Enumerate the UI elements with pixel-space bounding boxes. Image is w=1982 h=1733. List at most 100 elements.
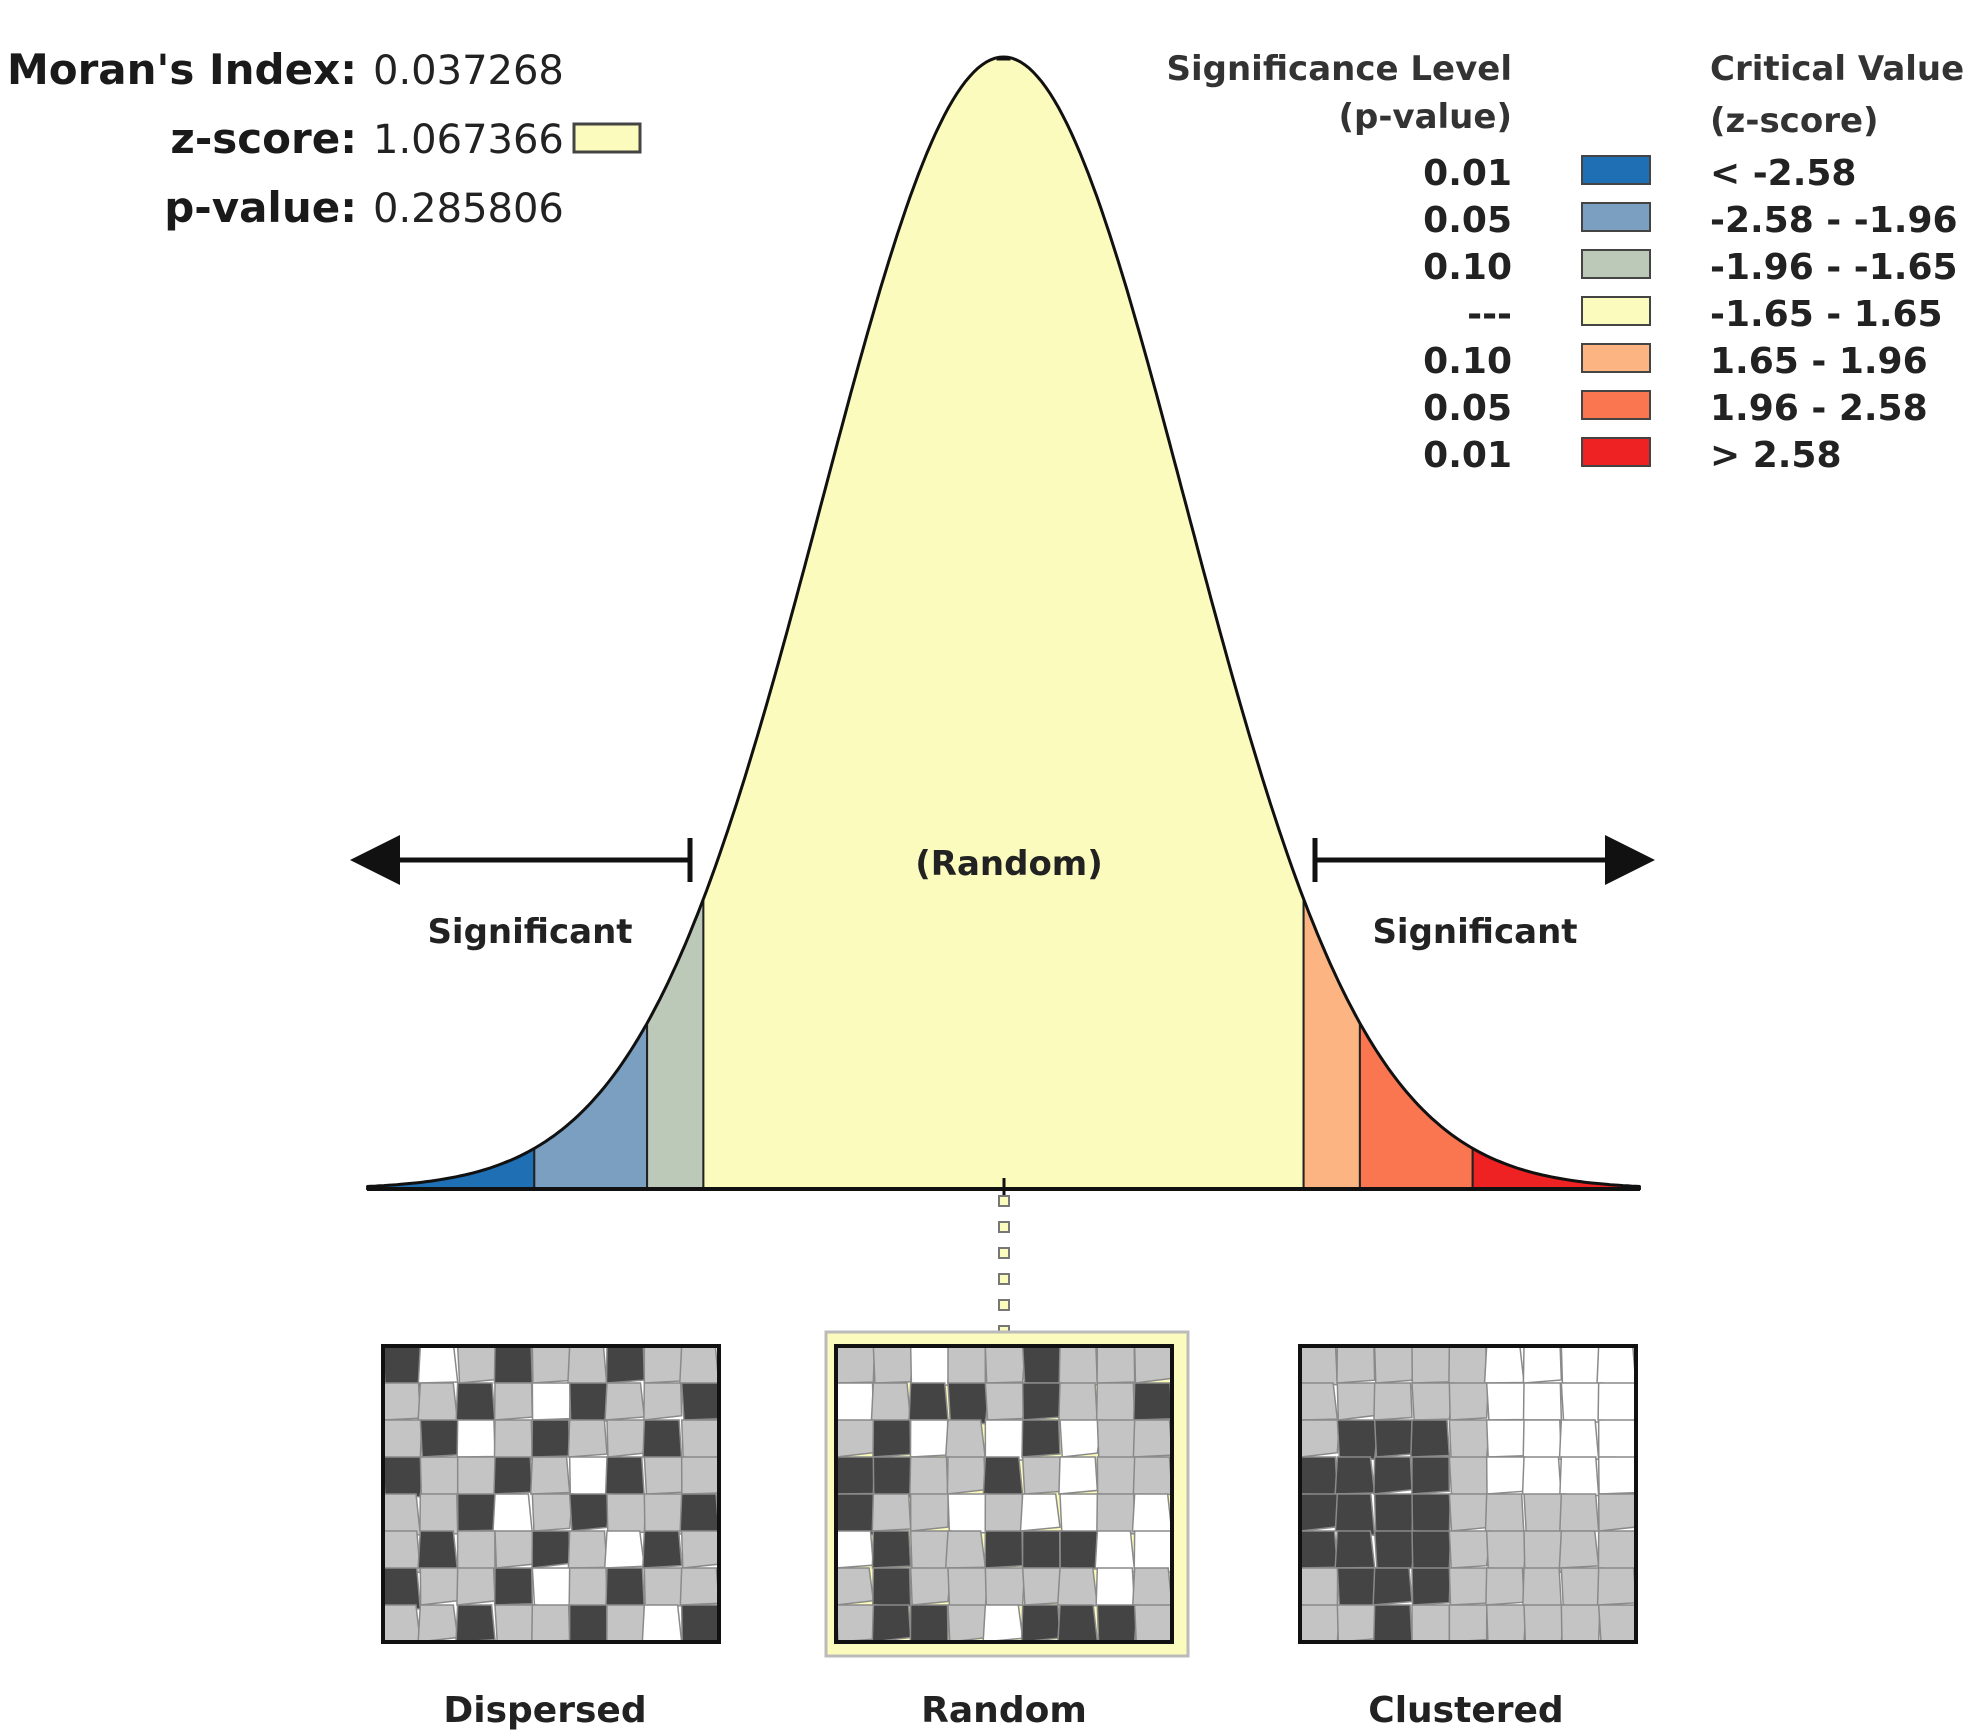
legend-zscore-range: > 2.58 <box>1710 435 1842 476</box>
map-region <box>872 1345 915 1384</box>
map-region <box>1096 1345 1136 1384</box>
panel-label: Random <box>921 1690 1087 1731</box>
map-region <box>531 1345 572 1384</box>
map-region <box>643 1382 683 1421</box>
map-region <box>947 1382 991 1425</box>
map-region <box>1597 1382 1637 1423</box>
map-region <box>643 1456 687 1495</box>
map-region <box>1336 1345 1376 1384</box>
map-region <box>455 1604 496 1643</box>
map-region <box>835 1530 875 1569</box>
legend-swatch <box>1581 202 1651 232</box>
map-region <box>531 1530 571 1569</box>
map-region <box>492 1493 534 1535</box>
map-region <box>1058 1382 1099 1425</box>
map-region <box>1133 1530 1173 1574</box>
map-region <box>1058 1345 1099 1386</box>
map-region <box>1560 1345 1602 1386</box>
map-region <box>643 1567 685 1607</box>
panel-label: Clustered <box>1368 1690 1563 1731</box>
map-region <box>944 1419 987 1460</box>
map-region <box>680 1419 720 1462</box>
map-region <box>982 1456 1024 1497</box>
map-region <box>680 1530 720 1569</box>
map-region <box>1597 1604 1637 1643</box>
map-region <box>531 1567 575 1608</box>
map-region <box>419 1456 461 1496</box>
map-region <box>1336 1382 1378 1421</box>
map-region <box>1372 1567 1413 1606</box>
map-region <box>641 1604 683 1643</box>
map-region <box>947 1493 989 1534</box>
map-region <box>835 1456 876 1495</box>
map-region <box>1131 1493 1173 1535</box>
map-region <box>1523 1604 1565 1643</box>
map-region <box>1448 1530 1492 1569</box>
map-region <box>1522 1382 1563 1421</box>
map-region <box>909 1604 949 1643</box>
z-score-label: z-score: <box>170 114 357 163</box>
map-region <box>1448 1419 1491 1460</box>
legend-swatch <box>1581 155 1651 185</box>
map-region <box>1334 1493 1376 1537</box>
map-region <box>456 1493 497 1532</box>
curve-outline <box>366 55 1641 1188</box>
map-region <box>909 1530 952 1570</box>
map-region <box>419 1419 463 1458</box>
map-region <box>1596 1567 1637 1606</box>
map-region <box>1373 1382 1413 1421</box>
map-region <box>456 1530 496 1572</box>
map-region <box>643 1493 684 1535</box>
map-frame <box>381 1344 721 1644</box>
map-region <box>417 1345 459 1384</box>
map-region <box>1411 1493 1452 1537</box>
panel-label: Dispersed <box>443 1690 646 1731</box>
map-region <box>1485 1604 1528 1643</box>
map-region <box>1299 1567 1339 1608</box>
legend-zscore-range: -1.65 - 1.65 <box>1710 294 1943 335</box>
map-region <box>1299 1345 1339 1386</box>
map-region <box>1058 1456 1099 1495</box>
legend-zscore-range: 1.96 - 2.58 <box>1710 388 1928 429</box>
map-region <box>1411 1604 1451 1643</box>
map-region <box>1373 1419 1417 1458</box>
pattern-panels: Dispersed Random Clustered <box>381 1330 1638 1731</box>
map-region <box>1373 1493 1415 1535</box>
map-region <box>1484 1493 1525 1536</box>
map-region <box>679 1493 720 1535</box>
curve-region <box>366 1146 536 1190</box>
map-region <box>1373 1456 1413 1495</box>
map-region <box>606 1604 646 1643</box>
map-region <box>1522 1567 1563 1610</box>
map-region <box>1559 1456 1600 1497</box>
legend-swatch <box>1581 249 1651 279</box>
map-region <box>984 1567 1026 1606</box>
map-region <box>419 1567 460 1606</box>
map-region <box>382 1419 423 1459</box>
map-region <box>947 1345 987 1388</box>
map-region <box>494 1604 538 1643</box>
right-significant-label: Significant <box>1372 912 1577 952</box>
pointer-dot <box>998 1247 1010 1259</box>
morans-index-label: Moran's Index: <box>7 45 357 94</box>
map-region <box>1411 1530 1452 1571</box>
map-region <box>835 1419 875 1458</box>
map-region <box>603 1530 646 1569</box>
curve-region <box>1358 1019 1474 1190</box>
map-region <box>909 1567 952 1606</box>
map-region <box>1059 1530 1099 1570</box>
map-region <box>1448 1567 1490 1606</box>
map-region <box>456 1419 496 1458</box>
map-region <box>1373 1345 1415 1384</box>
map-region <box>417 1382 459 1425</box>
map-region <box>680 1604 720 1643</box>
significance-header-line1: Significance Level <box>1167 49 1513 89</box>
map-region <box>1336 1567 1380 1609</box>
map-region <box>1410 1419 1451 1458</box>
map-region <box>568 1604 608 1643</box>
map-region <box>606 1419 647 1458</box>
legend-swatch <box>1581 390 1651 420</box>
map-region <box>1373 1530 1418 1569</box>
map-region <box>1560 1567 1604 1611</box>
left-significant-label: Significant <box>427 912 632 952</box>
